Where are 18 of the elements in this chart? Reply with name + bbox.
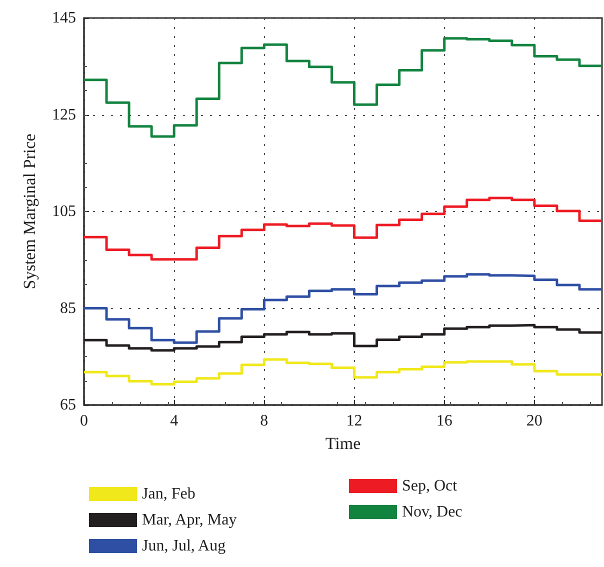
- y-tick-label: 85: [60, 300, 76, 317]
- x-tick-label: 12: [346, 412, 362, 430]
- x-axis-title: Time: [325, 434, 361, 453]
- x-tick-label: 4: [170, 412, 178, 430]
- legend-label: Nov, Dec: [402, 504, 462, 520]
- legend-label: Sep, Oct: [402, 478, 458, 494]
- y-axis-title: System Marginal Price: [20, 134, 39, 290]
- y-tick-label: 105: [52, 203, 76, 220]
- legend-label: Jun, Jul, Aug: [142, 538, 226, 554]
- x-tick-label: 0: [80, 412, 88, 430]
- y-tick-label: 145: [52, 10, 76, 26]
- y-tick-label: 125: [52, 106, 76, 124]
- legend-label: Jan, Feb: [142, 486, 196, 502]
- x-tick-label: 20: [526, 412, 542, 430]
- x-tick-label: 8: [260, 412, 268, 430]
- y-tick-label: 65: [60, 396, 76, 414]
- x-tick-label: 16: [436, 412, 452, 430]
- legend-label: Mar, Apr, May: [142, 512, 237, 528]
